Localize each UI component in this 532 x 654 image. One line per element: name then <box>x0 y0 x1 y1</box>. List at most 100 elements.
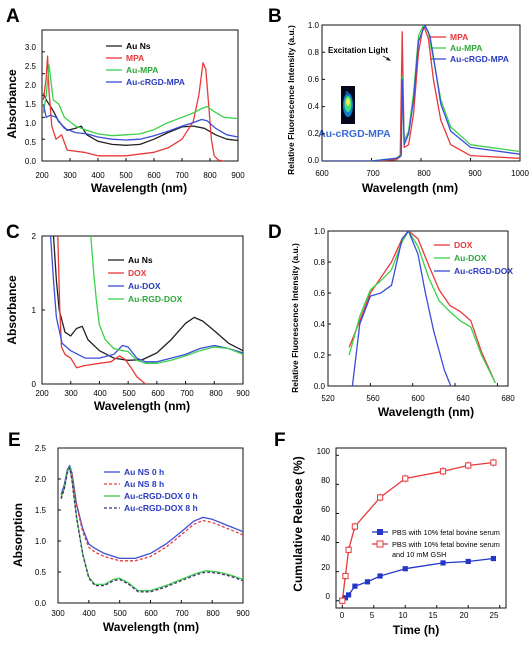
series-line-au-ns <box>42 93 238 146</box>
legend-label-au-mpa: Au-MPA <box>126 65 158 75</box>
legend-label-au-rgd-dox: Au-RGD-DOX <box>128 294 183 304</box>
panel-e-xtick: 500 <box>113 609 127 618</box>
legend-label-au-crgd-mpa: Au-cRGD-MPA <box>450 54 509 64</box>
panel-f-ytick: 100 <box>317 447 331 456</box>
data-point-pbs-with-10-fetal-bovine-serum <box>342 595 349 601</box>
panel-c-ytick: 2 <box>32 232 37 241</box>
inset-glow-core <box>346 98 350 106</box>
panel-b-ytick: 1.0 <box>308 21 320 30</box>
panel-b-ytick: 0.6 <box>308 75 320 84</box>
panel-d-xlabel: Wavelength (nm) <box>378 405 474 419</box>
panel-e-xtick: 900 <box>236 609 250 618</box>
panel-f-ylabel: Cumulative Release (%) <box>291 456 305 591</box>
inset-glow-top <box>345 91 349 95</box>
panel-b-ytick: 0.0 <box>308 156 320 165</box>
legend-label-au-crgd-dox-8h: Au-cRGD-DOX 8 h <box>124 503 198 513</box>
panel-f-axes-frame <box>335 447 507 609</box>
legend-label-mpa: MPA <box>450 32 468 42</box>
panel-a-ylabel: Absorbance <box>5 69 19 139</box>
panel-a-label: A <box>6 6 20 27</box>
panel-e-ytick: 0.5 <box>35 568 47 577</box>
panel-a-xtick: 200 <box>35 171 49 180</box>
series-line-mpa <box>42 55 225 161</box>
panel-c-xtick: 800 <box>209 389 223 398</box>
legend-marker-open-square <box>376 540 384 548</box>
panel-e-plot <box>57 447 244 604</box>
panel-a-ytick: 0.0 <box>25 157 37 166</box>
panel-e-ytick: 1.0 <box>35 537 47 546</box>
series-line-au-ns <box>52 236 243 361</box>
data-point-pbs-with-10-fetal-bovine-serum <box>377 573 383 579</box>
panel-b-ytick: 0.8 <box>308 48 320 57</box>
panel-f-xtick: 0 <box>340 611 345 620</box>
panel-d-xtick: 680 <box>501 394 515 403</box>
panel-e-ylabel: Absorption <box>11 503 25 567</box>
data-point-pbs-with-10-fetal-bovine-serum-and-10-mm-gsh-gsh <box>345 546 352 553</box>
panel-d-ytick: 1.0 <box>314 227 326 236</box>
panel-e-ytick: 2.0 <box>35 475 47 484</box>
legend-label-au-crgd-mpa: Au-cRGD-MPA <box>126 77 185 87</box>
data-point-pbs-with-10-fetal-bovine-serum-and-10-mm-gsh-gsh <box>351 523 358 530</box>
panel-c-xtick: 900 <box>236 389 250 398</box>
data-point-pbs-with-10-fetal-bovine-serum <box>440 560 446 566</box>
inset-label: Au-cRGD-MPA <box>318 128 391 140</box>
panel-b-xtick: 1000 <box>511 169 529 178</box>
panel-f-xtick: 5 <box>370 611 375 620</box>
panel-b-ylabel: Relative Fluorescence Intensity (a.u.) <box>286 25 296 175</box>
panel-d-ylabel: Relative Fluorescence Intensity (a.u.) <box>290 243 300 393</box>
panel-a-plot <box>41 29 239 162</box>
panel-d-ytick: 0.2 <box>314 351 326 360</box>
panel-a-ytick: 1.5 <box>25 100 37 109</box>
panel-e-xlabel: Wavelength (nm) <box>103 620 199 634</box>
panel-f-ytick: 80 <box>321 476 330 485</box>
data-point-pbs-with-10-fetal-bovine-serum-and-10-mm-gsh-gsh <box>342 572 349 580</box>
panel-f-plot <box>335 447 507 609</box>
panel-d-plot <box>327 230 509 387</box>
series-line-au-ns-8-h <box>60 465 243 562</box>
data-point-pbs-with-10-fetal-bovine-serum <box>352 583 358 589</box>
panel-a-ytick: 2.5 <box>25 62 37 71</box>
panel-c-xtick: 300 <box>64 389 78 398</box>
panel-b-plot <box>321 24 521 162</box>
panel-d-ytick: 0.0 <box>314 382 326 391</box>
data-point-pbs-with-10-fetal-bovine-serum-and-10-mm-gsh-gsh <box>490 459 497 466</box>
series-line-au-dox <box>49 236 243 363</box>
legend-label-au-ns: Au Ns <box>126 41 151 51</box>
panel-c: C Absorbance Wavelength (nm) 0 1 2 200 3… <box>5 222 250 413</box>
series-line-mpa <box>322 25 520 161</box>
panel-d-xtick: 520 <box>321 394 335 403</box>
panel-b-xtick: 700 <box>366 169 380 178</box>
panel-f-xtick: 25 <box>490 611 499 620</box>
data-point-pbs-with-10-fetal-bovine-serum-and-10-mm-gsh-gsh <box>439 468 447 475</box>
excitation-arrow-head <box>386 57 391 61</box>
panel-a: A Absorbance Wavelength (nm) 0.0 0.5 1.0… <box>5 6 245 195</box>
panel-c-xtick: 200 <box>35 389 49 398</box>
panel-f-xtick: 20 <box>460 611 469 620</box>
data-point-pbs-with-10-fetal-bovine-serum <box>364 579 371 585</box>
panel-c-ytick: 1 <box>32 306 37 315</box>
panel-e-ytick: 1.5 <box>35 506 47 515</box>
data-point-pbs-with-10-fetal-bovine-serum <box>490 555 497 562</box>
panel-d: D Relative Fluorescence Intensity (a.u.)… <box>268 222 515 419</box>
series-line-au-crgd-dox <box>351 231 452 386</box>
panel-a-ytick: 0.5 <box>25 138 37 147</box>
panel-d-label: D <box>268 222 282 243</box>
panel-c-xlabel: Wavelength (nm) <box>94 399 190 413</box>
panel-a-xlabel: Wavelength (nm) <box>91 181 187 195</box>
panel-f: F Cumulative Release (%) Time (h) 0 20 4… <box>274 430 500 637</box>
panel-a-xtick: 400 <box>91 171 105 180</box>
panel-d-xtick: 640 <box>456 394 470 403</box>
panel-d-xtick: 600 <box>411 394 425 403</box>
panel-a-xtick: 300 <box>63 171 77 180</box>
panel-a-ytick: 1.0 <box>25 119 37 128</box>
series-line-au-rgd-dox <box>90 236 243 364</box>
panel-f-ytick: 40 <box>321 534 330 543</box>
panel-a-xtick: 600 <box>147 171 161 180</box>
legend-label-au-dox: Au-DOX <box>128 281 161 291</box>
panel-e-xtick: 300 <box>51 609 65 618</box>
legend-label-dox: DOX <box>128 268 147 278</box>
panel-a-xtick: 500 <box>119 171 133 180</box>
series-line-dox <box>348 231 496 384</box>
legend-label-mpa: MPA <box>126 53 144 63</box>
